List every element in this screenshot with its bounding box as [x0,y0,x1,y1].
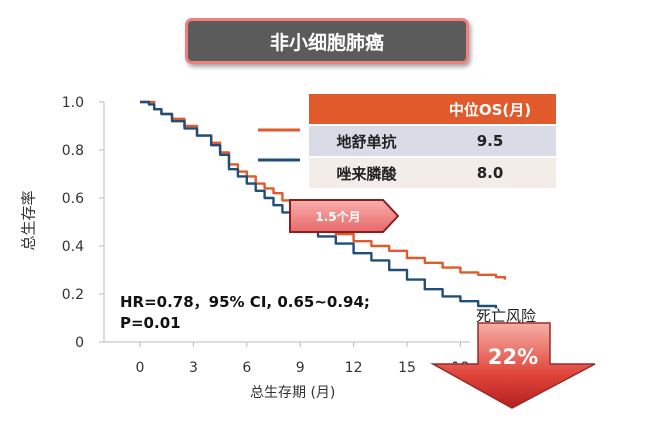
risk-label: 死亡风险 [476,307,537,325]
legend-value: 9.5 [424,124,556,157]
x-axis-label: 总生存期 (月) [250,385,336,401]
y-tick-label: 0.6 [62,191,84,207]
series-line-denosumab [140,100,507,280]
legend-header: 中位OS(月) [424,94,556,125]
stats-annotation: HR=0.78，95% CI, 0.65~0.94; P=0.01 [120,292,370,334]
chart-title: 非小细胞肺癌 [185,18,469,64]
y-tick-label: 0.8 [62,143,84,159]
y-tick-label: 0.2 [62,287,84,303]
stats-line-1: HR=0.78，95% CI, 0.65~0.94; [120,293,370,311]
legend-table: 中位OS(月) 地舒单抗 9.5 唑来膦酸 8.0 [309,94,556,188]
series-layer [140,100,507,309]
x-tick-label: 9 [296,360,305,376]
x-tick-label: 15 [398,360,416,376]
x-tick-label: 0 [136,360,145,376]
x-tick-label: 6 [242,360,251,376]
x-tick-label: 3 [189,360,198,376]
y-tick-label: 0.4 [62,239,84,255]
legend-name: 地舒单抗 [309,124,424,157]
risk-arrow [430,322,596,409]
legend-name: 唑来膦酸 [309,156,424,188]
y-axis-label: 总生存率 [19,190,38,251]
delay-label: 1.5个月 [315,209,360,224]
delay-arrow [289,199,400,233]
y-tick-label: 0 [75,335,84,351]
legend-value: 8.0 [424,156,556,188]
y-tick-label: 1.0 [62,95,84,111]
series-line-zoledronic [140,100,498,309]
risk-value: 22% [488,345,538,369]
stats-line-2: P=0.01 [120,314,181,332]
legend-header-blank [309,94,424,125]
x-tick-label: 12 [345,360,363,376]
